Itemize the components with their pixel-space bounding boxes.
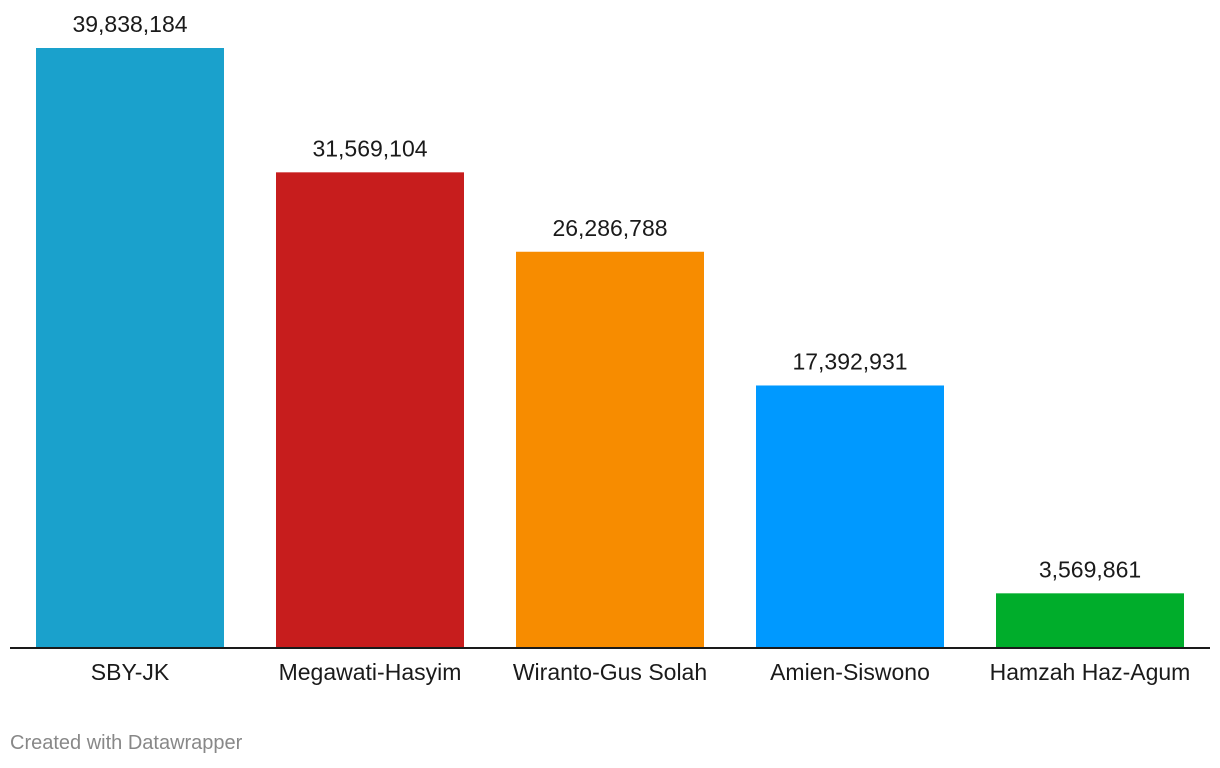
value-labels-group: 39,838,184 31,569,104 26,286,788 17,392,931… — [72, 11, 1141, 582]
value-label-4: 3,569,861 — [1039, 556, 1141, 582]
bar-1 — [276, 172, 464, 647]
value-label-1: 31,569,104 — [312, 135, 427, 161]
bar-0 — [36, 48, 224, 647]
category-labels-group: SBY-JK Megawati-Hasyim Wiranto-Gus Solah Am… — [91, 659, 1191, 685]
category-label-3: Amien-Siswono — [770, 659, 930, 685]
value-label-3: 17,392,931 — [792, 348, 907, 374]
bar-3 — [756, 385, 944, 647]
category-label-4: Hamzah Haz-Agum — [990, 659, 1191, 685]
bar-2 — [516, 251, 704, 648]
category-label-2: Wiranto-Gus Solah — [513, 659, 707, 685]
value-label-0: 39,838,184 — [72, 11, 187, 37]
category-label-0: SBY-JK — [91, 659, 170, 685]
datawrapper-credit: Created with Datawrapper — [10, 732, 243, 754]
bar-4 — [996, 593, 1184, 647]
bars-group — [36, 48, 1184, 648]
category-label-1: Megawati-Hasyim — [279, 659, 462, 685]
value-label-2: 26,286,788 — [552, 215, 667, 241]
